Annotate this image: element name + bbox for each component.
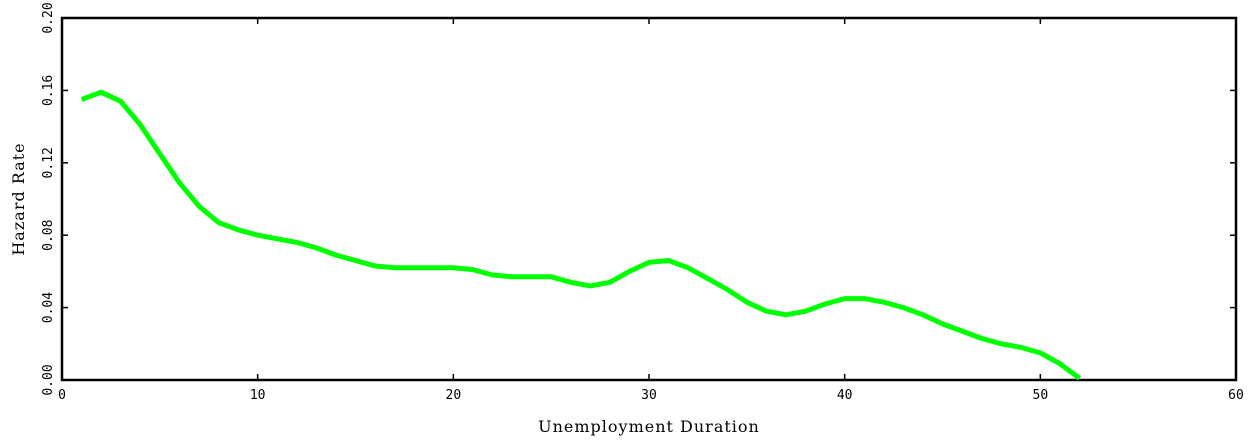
x-tick-label: 10 — [250, 388, 266, 403]
y-tick-label: 0.20 — [41, 2, 56, 33]
x-tick-label: 60 — [1228, 388, 1244, 403]
axis-ticks — [61, 17, 1237, 381]
y-tick-label: 0.08 — [41, 220, 56, 251]
x-tick-labels: 0 10 20 30 40 50 60 — [58, 388, 1244, 403]
plot-area — [60, 16, 1238, 382]
y-tick-label: 0.16 — [41, 75, 56, 106]
x-axis-title: Unemployment Duration — [538, 417, 760, 436]
y-tick-label: 0.12 — [41, 147, 56, 178]
y-tick-label: 0.04 — [41, 292, 56, 323]
plot-frame — [60, 16, 1238, 382]
x-tick-label: 20 — [446, 388, 462, 403]
x-tick-label: 40 — [837, 388, 853, 403]
y-tick-labels: 0.00 0.04 0.08 0.12 0.16 0.20 — [41, 2, 56, 395]
y-tick-label: 0.00 — [41, 364, 56, 395]
x-tick-label: 0 — [58, 388, 66, 403]
x-tick-label: 50 — [1033, 388, 1049, 403]
x-tick-label: 30 — [641, 388, 657, 403]
series-line — [80, 89, 1081, 381]
series-group — [80, 89, 1081, 381]
y-axis-title: Hazard Rate — [9, 142, 28, 255]
